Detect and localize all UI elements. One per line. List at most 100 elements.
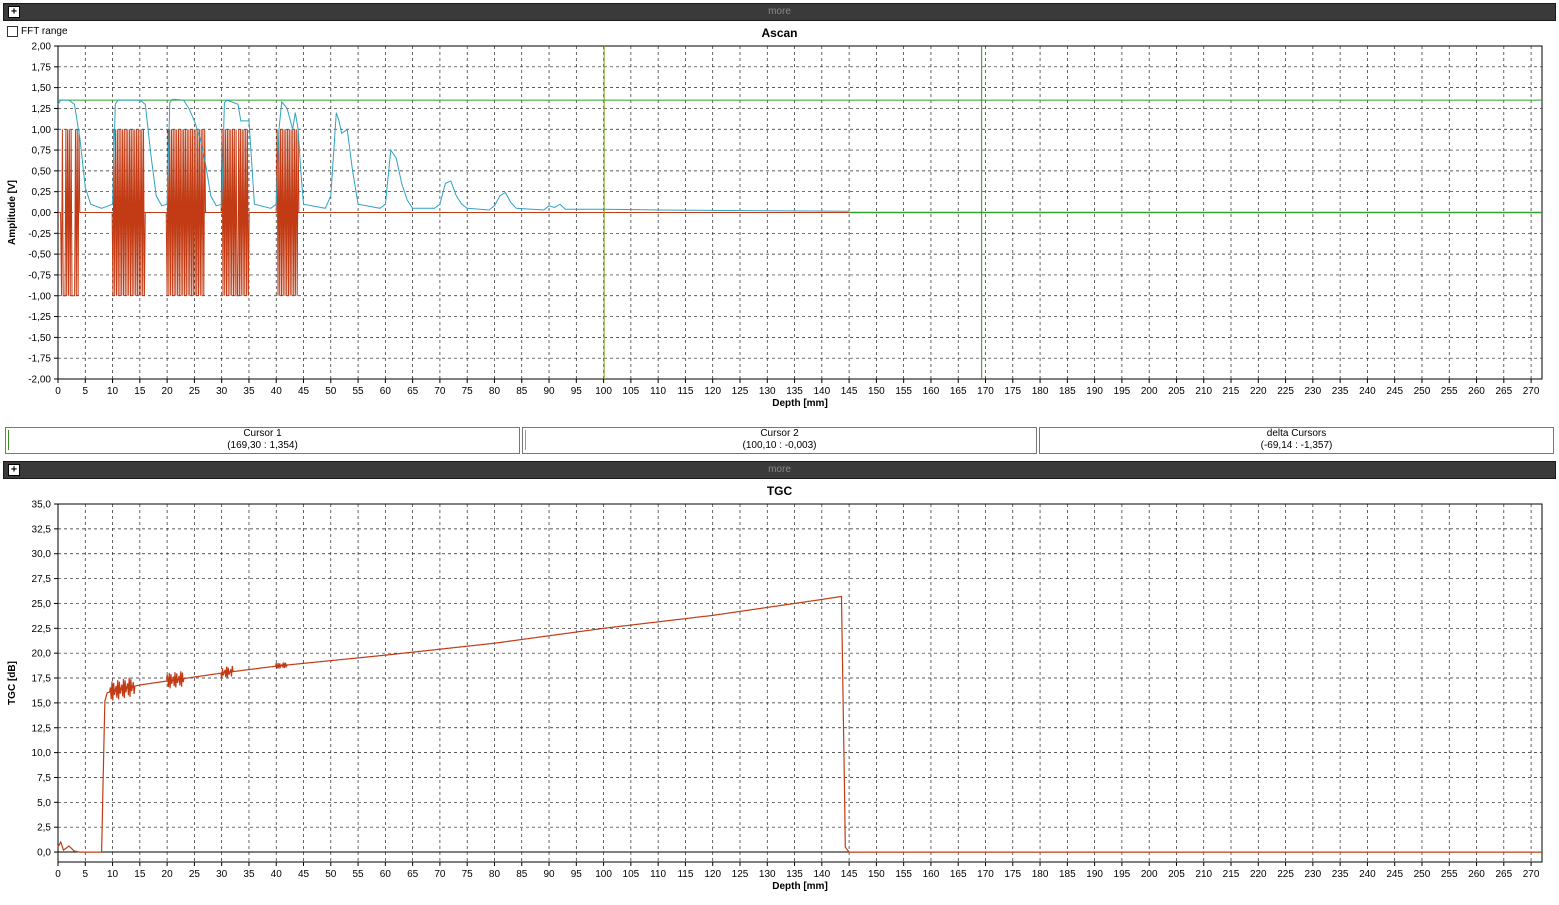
ascan-y-tick-label: -1,50 bbox=[28, 333, 51, 344]
cursor2-value: (100,10 : -0,003) bbox=[742, 440, 817, 451]
ascan-y-tick-label: 1,75 bbox=[32, 62, 52, 73]
tgc-y-axis-label: TGC [dB] bbox=[7, 661, 18, 705]
tgc-panel-header: + more bbox=[3, 461, 1556, 479]
ascan-x-tick-label: 55 bbox=[353, 386, 365, 397]
cursor1-value: (169,30 : 1,354) bbox=[227, 440, 298, 451]
ascan-y-tick-label: 1,00 bbox=[32, 125, 52, 136]
ascan-x-tick-label: 60 bbox=[380, 386, 392, 397]
ascan-panel-header: + more bbox=[3, 3, 1556, 21]
ascan-y-tick-label: -0,25 bbox=[28, 229, 51, 240]
tgc-x-tick-label: 185 bbox=[1059, 869, 1076, 880]
tgc-y-tick-label: 17,5 bbox=[32, 674, 52, 685]
tgc-y-tick-label: 35,0 bbox=[32, 500, 52, 511]
ascan-x-tick-label: 205 bbox=[1168, 386, 1185, 397]
tgc-x-tick-label: 75 bbox=[462, 869, 474, 880]
tgc-x-tick-label: 150 bbox=[868, 869, 885, 880]
tgc-y-tick-label: 22,5 bbox=[32, 624, 52, 635]
tgc-x-tick-label: 115 bbox=[677, 869, 693, 880]
cursor1-label: Cursor 1 bbox=[243, 428, 282, 439]
tgc-x-tick-label: 230 bbox=[1305, 869, 1322, 880]
tgc-x-tick-label: 130 bbox=[759, 869, 776, 880]
ascan-x-tick-label: 130 bbox=[759, 386, 776, 397]
ascan-x-tick-label: 100 bbox=[595, 386, 612, 397]
tgc-y-tick-label: 25,0 bbox=[32, 599, 52, 610]
expand-ascan-plus-icon[interactable]: + bbox=[8, 6, 20, 18]
tgc-x-tick-label: 250 bbox=[1414, 869, 1431, 880]
tgc-x-tick-label: 25 bbox=[189, 869, 201, 880]
tgc-y-tick-label: 2,5 bbox=[37, 823, 51, 834]
tgc-x-tick-label: 100 bbox=[595, 869, 612, 880]
tgc-y-tick-label: 5,0 bbox=[37, 798, 51, 809]
ascan-x-tick-label: 70 bbox=[434, 386, 446, 397]
tgc-y-tick-label: 20,0 bbox=[32, 649, 52, 660]
tgc-x-tick-label: 30 bbox=[216, 869, 228, 880]
tgc-x-tick-label: 10 bbox=[107, 869, 119, 880]
tgc-x-tick-label: 195 bbox=[1114, 869, 1131, 880]
ascan-y-tick-label: -2,00 bbox=[28, 375, 51, 386]
ascan-x-tick-label: 240 bbox=[1359, 386, 1376, 397]
tgc-x-tick-label: 60 bbox=[380, 869, 392, 880]
delta-cursors-value: (-69,14 : -1,357) bbox=[1260, 440, 1333, 451]
ascan-x-tick-label: 220 bbox=[1250, 386, 1267, 397]
tgc-x-tick-label: 90 bbox=[543, 869, 555, 880]
tgc-x-tick-label: 125 bbox=[732, 869, 749, 880]
tgc-x-tick-label: 35 bbox=[243, 869, 255, 880]
delta-cursors-readout: delta Cursors (-69,14 : -1,357) bbox=[1039, 427, 1554, 454]
ascan-x-tick-label: 65 bbox=[407, 386, 419, 397]
tgc-x-tick-label: 50 bbox=[325, 869, 337, 880]
ascan-x-tick-label: 15 bbox=[134, 386, 146, 397]
cursor2-readout: Cursor 2 (100,10 : -0,003) bbox=[522, 427, 1037, 454]
ascan-y-tick-label: 1,50 bbox=[32, 83, 52, 94]
tgc-x-tick-label: 85 bbox=[516, 869, 528, 880]
ascan-x-tick-label: 150 bbox=[868, 386, 885, 397]
ascan-y-tick-label: -0,75 bbox=[28, 270, 51, 281]
ascan-x-tick-label: 75 bbox=[462, 386, 474, 397]
tgc-y-tick-label: 30,0 bbox=[32, 549, 52, 560]
tgc-y-tick-label: 27,5 bbox=[32, 574, 52, 585]
ascan-x-tick-label: 110 bbox=[650, 386, 666, 397]
tgc-x-tick-label: 215 bbox=[1223, 869, 1240, 880]
fft-range-checkbox[interactable]: FFT range bbox=[7, 26, 68, 37]
ascan-title: Ascan bbox=[761, 26, 798, 40]
tgc-x-tick-label: 255 bbox=[1441, 869, 1458, 880]
ascan-x-tick-label: 210 bbox=[1195, 386, 1212, 397]
ascan-y-tick-label: -1,00 bbox=[28, 291, 51, 302]
tgc-x-tick-label: 55 bbox=[353, 869, 365, 880]
ascan-x-tick-label: 0 bbox=[55, 386, 61, 397]
cursor1-color-icon bbox=[8, 430, 9, 450]
ascan-envelope bbox=[57, 98, 850, 212]
ascan-x-tick-label: 180 bbox=[1032, 386, 1049, 397]
ascan-x-tick-label: 120 bbox=[704, 386, 721, 397]
ascan-x-tick-label: 175 bbox=[1004, 386, 1021, 397]
ascan-x-tick-label: 165 bbox=[950, 386, 967, 397]
tgc-x-tick-label: 80 bbox=[489, 869, 501, 880]
tgc-x-tick-label: 220 bbox=[1250, 869, 1267, 880]
delta-cursors-label: delta Cursors bbox=[1266, 428, 1327, 439]
tgc-x-tick-label: 110 bbox=[650, 869, 666, 880]
tgc-x-tick-label: 135 bbox=[786, 869, 803, 880]
ascan-x-tick-label: 155 bbox=[895, 386, 912, 397]
ascan-x-tick-label: 140 bbox=[813, 386, 830, 397]
ascan-y-axis-label: Amplitude [V] bbox=[7, 180, 18, 245]
ascan-x-tick-label: 5 bbox=[82, 386, 88, 397]
ascan-x-tick-label: 195 bbox=[1114, 386, 1131, 397]
tgc-y-tick-label: 7,5 bbox=[37, 773, 51, 784]
tgc-x-tick-label: 15 bbox=[134, 869, 146, 880]
ascan-x-tick-label: 135 bbox=[786, 386, 803, 397]
tgc-title: TGC bbox=[766, 484, 793, 498]
ascan-x-tick-label: 250 bbox=[1414, 386, 1431, 397]
ascan-x-tick-label: 50 bbox=[325, 386, 337, 397]
ascan-x-tick-label: 265 bbox=[1495, 386, 1512, 397]
ascan-x-tick-label: 260 bbox=[1468, 386, 1485, 397]
ascan-more-toggle[interactable]: more bbox=[768, 6, 791, 17]
ascan-x-tick-label: 90 bbox=[543, 386, 555, 397]
tgc-y-tick-label: 32,5 bbox=[32, 524, 52, 535]
checkbox-icon[interactable] bbox=[7, 26, 18, 37]
cursor2-color-icon bbox=[525, 430, 526, 450]
expand-tgc-plus-icon[interactable]: + bbox=[8, 464, 20, 476]
ascan-x-tick-label: 85 bbox=[516, 386, 528, 397]
tgc-x-tick-label: 95 bbox=[571, 869, 583, 880]
ascan-x-tick-label: 185 bbox=[1059, 386, 1076, 397]
tgc-more-toggle[interactable]: more bbox=[768, 464, 791, 475]
